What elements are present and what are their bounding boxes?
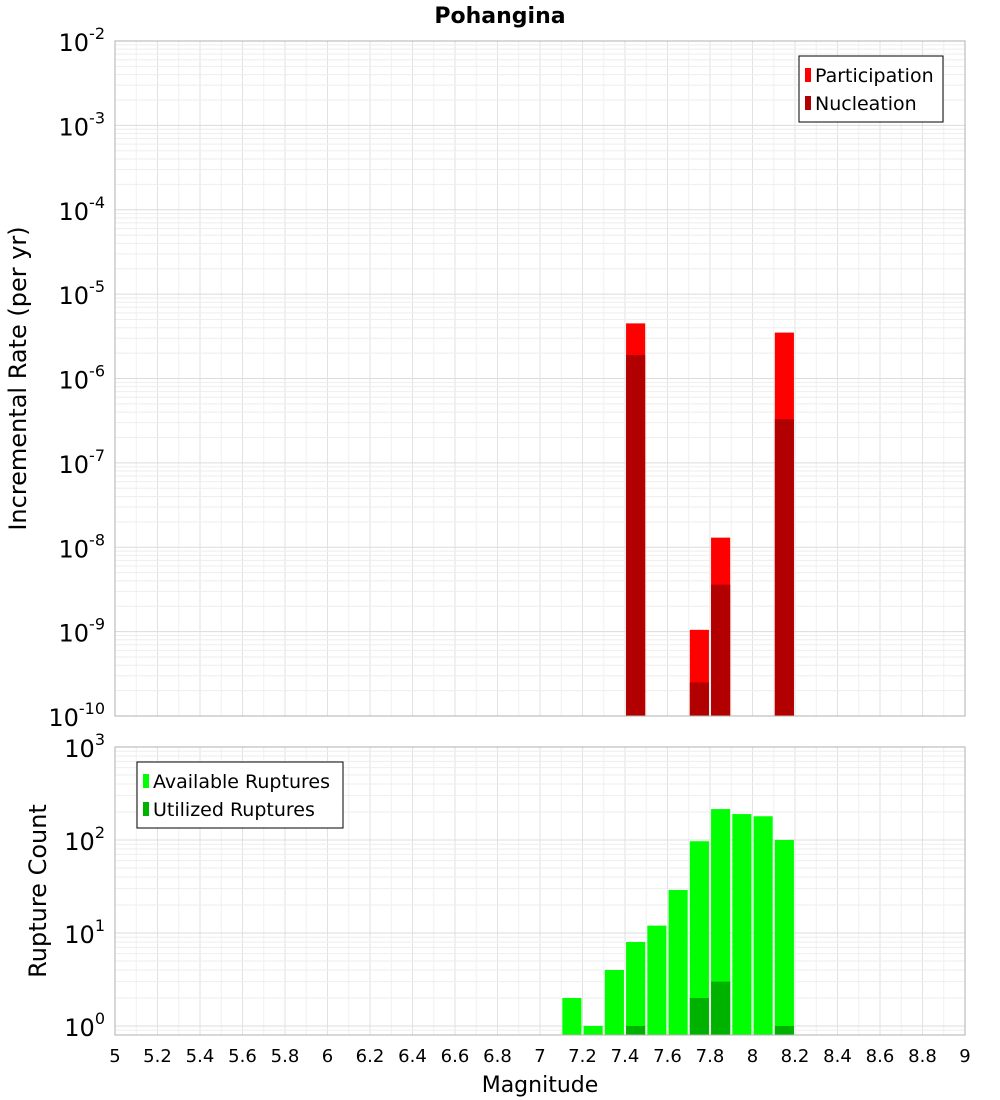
x-tick-label: 8.2: [781, 1046, 810, 1067]
y-tick-label: 10-6: [59, 362, 106, 395]
y-tick-label: 10-8: [59, 530, 106, 563]
legend-swatch: [805, 96, 811, 110]
bar: [562, 997, 582, 1035]
bar: [732, 814, 752, 1035]
y-tick-label: 101: [64, 916, 105, 949]
legend-swatch: [143, 774, 149, 788]
y-axis-label: Rupture Count: [24, 804, 52, 978]
bar: [583, 1025, 603, 1035]
bar: [711, 981, 731, 1035]
x-axis-label: Magnitude: [482, 1073, 599, 1098]
x-tick-label: 7.2: [568, 1046, 597, 1067]
bar: [711, 809, 731, 1035]
rate-plot: 10-10 10-9 10-8 10-7 10-6 10-5 10-4 10-3 10-2 Inc…: [4, 24, 966, 732]
x-tick-label: 7: [534, 1046, 545, 1067]
legend-swatch: [805, 68, 811, 82]
bar: [689, 841, 709, 1035]
bar: [711, 584, 731, 716]
x-tick-label: 8.4: [823, 1046, 852, 1067]
series-utilized-ruptures: [626, 981, 794, 1035]
y-tick-label: 100: [64, 1009, 105, 1042]
y-tick-label: 10-2: [59, 24, 106, 57]
legend: Available Ruptures Utilized Ruptures: [136, 761, 344, 829]
legend-box: [798, 55, 944, 123]
x-tick-label: 8.8: [908, 1046, 937, 1067]
legend-label: Nucleation: [815, 93, 917, 115]
y-tick-label: 10-9: [59, 615, 106, 648]
bar: [774, 1025, 794, 1035]
bar: [668, 889, 688, 1035]
x-tick-label: 7.8: [696, 1046, 725, 1067]
y-tick-label: 10-4: [59, 193, 106, 226]
x-tick-label: 6.2: [356, 1046, 385, 1067]
x-tick-label: 5.8: [271, 1046, 300, 1067]
x-tick-label: 5: [109, 1046, 120, 1067]
legend-box: [136, 761, 344, 829]
legend-label: Participation: [815, 65, 934, 87]
bar: [604, 969, 624, 1035]
x-tick-label: 6.6: [441, 1046, 470, 1067]
x-tick-label: 6.8: [483, 1046, 512, 1067]
bar: [774, 839, 794, 1035]
legend: Participation Nucleation: [798, 55, 944, 123]
bar: [753, 816, 773, 1035]
x-tick-labels: 5 5.2 5.4 5.6 5.8 6 6.2 6.4 6.6 6.8 7 7.2 7.4 7.6 7.8 8…: [109, 1046, 970, 1067]
x-tick-label: 8: [747, 1046, 758, 1067]
bar: [626, 942, 646, 1035]
y-tick-labels: 100 101 102 103: [64, 730, 105, 1042]
series-available-ruptures: [562, 809, 794, 1035]
y-gridlines: [115, 40, 965, 717]
chart-title: Pohangina: [434, 4, 565, 29]
x-tick-label: 6: [322, 1046, 333, 1067]
bar: [774, 419, 794, 716]
plot-frame: [114, 746, 966, 1036]
x-tick-label: 9: [959, 1046, 970, 1067]
x-tick-label: 7.4: [611, 1046, 640, 1067]
bar: [689, 997, 709, 1035]
x-tick-label: 5.4: [186, 1046, 215, 1067]
legend-label: Available Ruptures: [153, 771, 330, 793]
x-tick-label: 8.6: [866, 1046, 895, 1067]
x-tick-label: 7.6: [653, 1046, 682, 1067]
y-tick-label: 10-10: [48, 699, 105, 732]
y-tick-label: 102: [64, 823, 105, 856]
bar: [626, 1025, 646, 1035]
y-tick-label: 10-5: [59, 277, 106, 310]
x-tick-label: 5.6: [228, 1046, 257, 1067]
y-tick-label: 10-3: [59, 108, 106, 141]
y-axis-label: Incremental Rate (per yr): [4, 226, 32, 530]
y-tick-label: 103: [64, 730, 105, 763]
bar: [647, 925, 667, 1035]
series-nucleation: [626, 354, 794, 716]
bar: [626, 354, 646, 716]
plot-frame: [114, 40, 966, 717]
x-tick-label: 5.2: [143, 1046, 172, 1067]
rupture-count-plot: 100 101 102 103 Rupture Count 5 5.2 5.4 5.6 5.8 6 6…: [24, 730, 971, 1067]
legend-label: Utilized Ruptures: [153, 799, 315, 821]
y-tick-label: 10-7: [59, 446, 106, 479]
legend-swatch: [143, 802, 149, 816]
bar: [689, 682, 709, 716]
y-tick-labels: 10-10 10-9 10-8 10-7 10-6 10-5 10-4 10-3 10-2: [48, 24, 105, 732]
x-tick-label: 6.4: [398, 1046, 427, 1067]
